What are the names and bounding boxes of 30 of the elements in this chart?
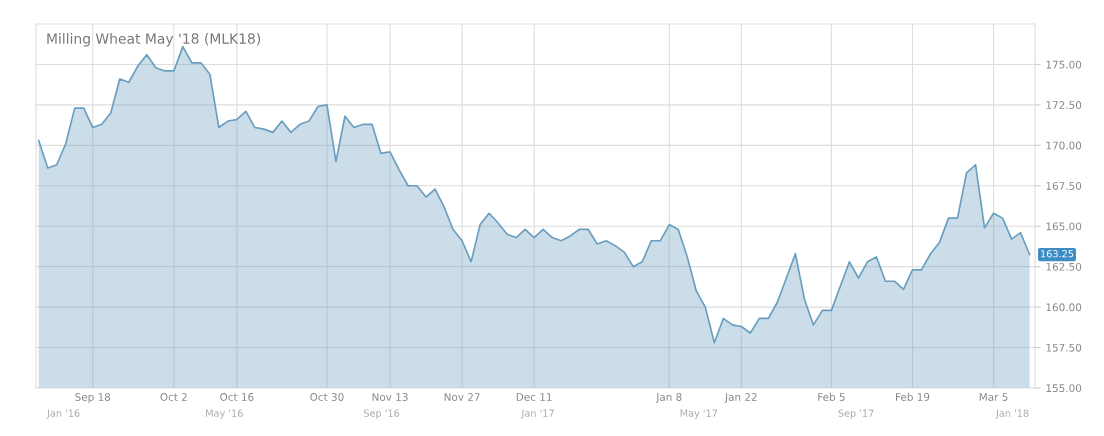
- y-tick-label: 167.50: [1046, 182, 1082, 190]
- x-tick-label: Jan 8: [655, 393, 682, 403]
- text: May '16: [206, 409, 243, 419]
- x-tick-label: Mar 5: [979, 393, 1008, 401]
- y-tick-label: 155.00: [1046, 384, 1082, 393]
- y-tick-label: 157.50: [1046, 343, 1082, 352]
- x-tick-label: Jan 22: [724, 393, 757, 403]
- x-tick-label: Nov 27: [444, 393, 480, 401]
- x-tick-label: Oct 30: [310, 393, 344, 401]
- x-tick-label: Sep 18: [75, 393, 111, 403]
- y-tick-label: 160.00: [1046, 303, 1082, 312]
- y-tick-label: 165.00: [1046, 222, 1082, 231]
- text: Jan '16: [46, 409, 80, 419]
- y-tick-label: 175.00: [1046, 60, 1082, 69]
- x-tick-label: Oct 16: [220, 393, 254, 401]
- text: 163.25: [1041, 250, 1074, 258]
- y-tick-label: 170.00: [1046, 141, 1082, 150]
- text: Sep '16: [363, 409, 400, 419]
- text: Milling Wheat May '18 (MLK18): [47, 33, 261, 47]
- x-tick-label: Nov 13: [372, 393, 408, 401]
- x-tick-label: Oct 2: [160, 393, 187, 401]
- x-tick-label: Dec 11: [516, 393, 552, 401]
- text: Sep '17: [838, 409, 874, 419]
- y-tick-label: 162.50: [1046, 262, 1082, 271]
- text: Jan '18: [995, 409, 1029, 419]
- text: Jan '17: [521, 409, 554, 419]
- y-tick-label: 172.50: [1046, 101, 1082, 109]
- text: May '17: [680, 409, 718, 419]
- x-tick-label: Feb 5: [818, 392, 845, 401]
- x-tick-label: Feb 19: [896, 392, 930, 401]
